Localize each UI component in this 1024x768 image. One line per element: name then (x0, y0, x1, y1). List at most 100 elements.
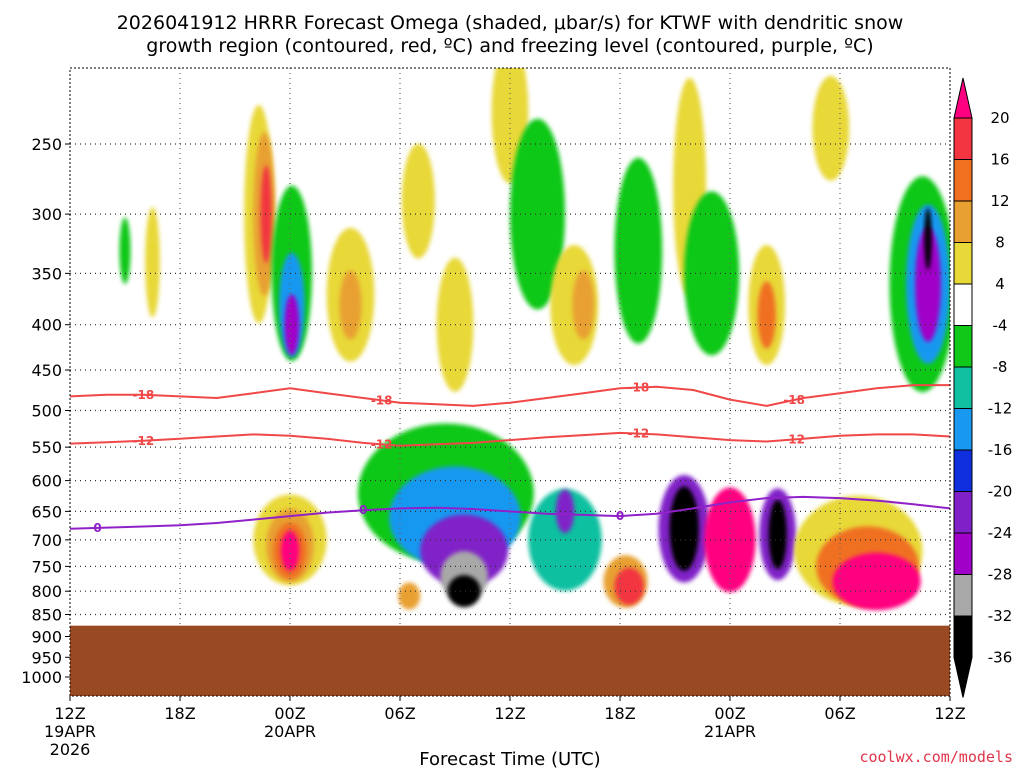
omega-feature-0 (145, 207, 160, 318)
omega-feature-38 (614, 567, 644, 605)
colorbar-swatch-10 (953, 532, 973, 575)
colorbar-tick-12: -32 (988, 607, 1013, 625)
y-tick-label-550: 550 (31, 438, 62, 457)
x-tick-year-0: 2026 (50, 740, 91, 759)
contour--18 (70, 384, 950, 407)
colorbar-tick-0: 20 (990, 109, 1009, 127)
contour-label--12-1: -12 (371, 437, 393, 451)
contour-label--12-3: -12 (783, 432, 805, 446)
x-tick-label-2: 00Z (274, 704, 305, 723)
y-tick-label-700: 700 (31, 531, 62, 550)
colorbar-tick-1: 16 (990, 151, 1009, 169)
colorbar-tick-4: 4 (995, 275, 1005, 293)
colorbar-swatch-7 (953, 408, 973, 451)
contour-label-0-0: 0 (93, 521, 101, 535)
omega-feature-33 (447, 575, 481, 608)
y-tick-label-800: 800 (31, 582, 62, 601)
x-tick-label-6: 00Z (714, 704, 745, 723)
colorbar-bottom-arrow (953, 657, 973, 698)
y-tick-label-300: 300 (31, 205, 62, 224)
y-tick-label-600: 600 (31, 472, 62, 491)
colorbar: 20 16 12 8 4 -4 -8 -12 -16 -20 -24 -28 -32 -36 (953, 77, 1013, 698)
colorbar-tick-5: -4 (993, 317, 1008, 335)
plot-area: -18 -18 -18 -18 -12 -12 -12 -12 0 0 0 (70, 68, 950, 696)
colorbar-swatch-2 (953, 200, 973, 243)
y-tick-label-900: 900 (31, 627, 62, 646)
contour-label-0-1: 0 (359, 503, 367, 517)
x-tick-label-7: 06Z (824, 704, 855, 723)
omega-feature-28 (280, 530, 300, 571)
contour-label--12-2: -12 (627, 427, 649, 441)
colorbar-swatch-9 (953, 491, 973, 534)
contour-label--18-3: -18 (783, 393, 805, 407)
omega-feature-24 (924, 207, 932, 270)
contour-label--18-1: -18 (371, 393, 393, 407)
y-tick-label-400: 400 (31, 316, 62, 335)
colorbar-tick-2: 12 (990, 192, 1009, 210)
x-tick-date-2: 20APR (264, 722, 316, 741)
colorbar-swatch-11 (953, 574, 973, 617)
omega-feature-14 (572, 270, 595, 340)
contour-label--18-0: -18 (132, 388, 154, 402)
x-tick-label-1: 18Z (164, 704, 195, 723)
colorbar-tick-3: 8 (995, 234, 1005, 252)
y-axis: 250 300 350 400 450 500 550 600 650 700 750 800 850 9… (21, 135, 70, 687)
colorbar-tick-7: -12 (988, 400, 1013, 418)
chart-title-line2: growth region (contoured, red, ºC) and f… (146, 35, 873, 57)
colorbar-tick-6: -8 (993, 358, 1008, 376)
terrain-below-surface (70, 625, 950, 696)
y-tick-label-650: 650 (31, 502, 62, 521)
colorbar-swatch-1 (953, 159, 973, 202)
y-tick-label-850: 850 (31, 606, 62, 625)
omega-feature-47 (119, 217, 131, 284)
y-tick-label-750: 750 (31, 557, 62, 576)
omega-feature-43 (768, 499, 787, 570)
contour-0 (70, 495, 950, 530)
omega-feature-23 (915, 226, 941, 342)
x-tick-label-4: 12Z (494, 704, 525, 723)
x-axis-label: Forecast Time (UTC) (419, 749, 600, 768)
chart-title-line1: 2026041912 HRRR Forecast Omega (shaded, … (117, 12, 904, 34)
colorbar-tick-9: -20 (988, 483, 1013, 501)
omega-feature-3 (260, 165, 272, 264)
y-tick-label-1000: 1000 (21, 668, 62, 687)
colorbar-swatch-6 (953, 366, 973, 409)
y-tick-label-950: 950 (31, 648, 62, 667)
omega-feature-9 (401, 143, 435, 259)
contour-label--12-0: -12 (132, 434, 154, 448)
colorbar-tick-11: -28 (988, 566, 1013, 584)
colorbar-top-arrow (953, 77, 973, 119)
x-tick-date-0: 19APR (44, 722, 96, 741)
temperature-contours: -18 -18 -18 -18 -12 -12 -12 -12 0 0 0 (70, 381, 950, 535)
omega-feature-34 (398, 582, 421, 610)
contour--12 (70, 431, 950, 447)
x-tick-label-0: 12Z (54, 704, 85, 723)
colorbar-swatch-3 (953, 242, 973, 285)
colorbar-tick-13: -36 (988, 649, 1013, 667)
omega-feature-20 (812, 75, 850, 181)
colorbar-swatch-12 (953, 615, 973, 658)
y-tick-label-250: 250 (31, 135, 62, 154)
omega-feature-12 (510, 118, 565, 310)
omega-feature-46 (832, 552, 921, 611)
colorbar-swatch-0 (953, 117, 973, 160)
omega-feature-6 (284, 294, 300, 356)
contour-label-0-2: 0 (616, 509, 624, 523)
y-tick-label-450: 450 (31, 361, 62, 380)
colorbar-swatch-5 (953, 325, 973, 368)
omega-shading (119, 68, 950, 611)
omega-feature-19 (757, 281, 776, 349)
credit-text: coolwx.com/models (859, 748, 1013, 766)
x-tick-label-3: 06Z (384, 704, 415, 723)
omega-feature-17 (684, 191, 740, 356)
omega-feature-15 (614, 157, 663, 344)
x-tick-label-5: 18Z (604, 704, 635, 723)
omega-feature-8 (339, 270, 362, 340)
colorbar-swatch-4 (953, 283, 973, 326)
y-tick-label-500: 500 (31, 402, 62, 421)
omega-feature-40 (669, 486, 699, 572)
x-tick-label-8: 12Z (934, 704, 965, 723)
colorbar-tick-10: -24 (988, 524, 1013, 542)
